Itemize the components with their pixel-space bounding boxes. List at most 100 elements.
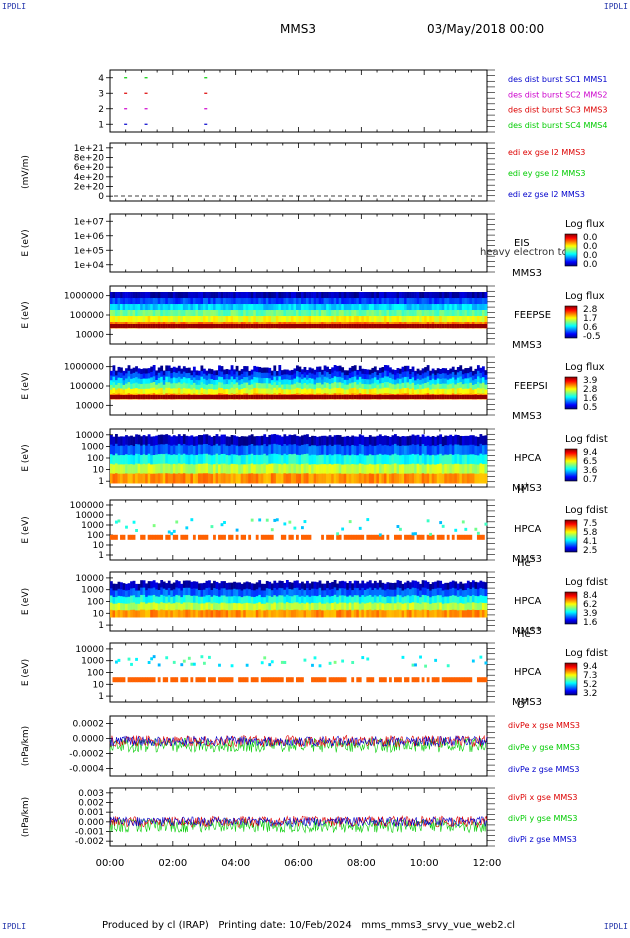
spectrogram-cell xyxy=(120,455,123,465)
spectrogram-cell xyxy=(479,383,483,390)
spectrogram-cell xyxy=(255,473,259,484)
spectrogram-cell xyxy=(399,609,402,618)
spectrogram-cell xyxy=(115,389,118,395)
spectrogram-cell xyxy=(424,436,427,447)
spectrogram-cell xyxy=(481,445,485,456)
spectrogram-cell xyxy=(120,304,123,311)
spectrogram-cell xyxy=(484,661,488,665)
spectrogram-cell xyxy=(323,610,327,618)
spectrogram-cell xyxy=(278,595,282,603)
spectrogram-cell xyxy=(112,376,116,383)
spectrogram-cell xyxy=(147,368,151,374)
spectrogram-cell xyxy=(132,520,136,524)
spectrogram-cell xyxy=(235,528,239,532)
spectrogram-cell xyxy=(260,590,264,598)
spectrogram-cell xyxy=(336,304,340,311)
spectrogram-cell xyxy=(243,596,247,604)
spectrogram-cell xyxy=(336,534,340,540)
spectrogram-cell xyxy=(137,473,141,484)
spectrogram-cell xyxy=(225,464,229,475)
spectrogram-cell xyxy=(135,388,138,395)
spectrogram-cell xyxy=(469,610,473,618)
spectrogram-cell xyxy=(213,316,216,323)
spectrogram-cell xyxy=(175,464,179,475)
spectrogram-cell xyxy=(383,292,387,299)
spectrogram-cell xyxy=(441,534,445,540)
spectrogram-cell xyxy=(388,473,392,484)
spectrogram-cell xyxy=(414,298,417,305)
y-axis-label: E (eV) xyxy=(21,516,31,543)
spectrogram-cell xyxy=(268,316,272,323)
spectrogram-cell xyxy=(348,298,352,305)
spectrogram-cell xyxy=(311,595,314,604)
spectrogram-cell xyxy=(484,384,488,390)
spectrogram-cell xyxy=(285,395,289,399)
spectrogram-cell xyxy=(283,660,287,664)
spectrogram-cell xyxy=(132,580,136,589)
spectrogram-cell xyxy=(192,316,196,323)
spectrogram-cell xyxy=(145,378,148,385)
spectrogram-cell xyxy=(270,375,274,381)
spectrogram-cell xyxy=(303,444,307,455)
spectrogram-cell xyxy=(142,602,146,611)
spectrogram-cell xyxy=(205,370,209,376)
spectrogram-cell xyxy=(248,298,252,305)
y-tick-label: 0.0000 xyxy=(73,735,105,745)
spectrogram-cell xyxy=(160,453,164,465)
spectrogram-cell xyxy=(391,298,395,305)
spectrogram-cell xyxy=(215,389,219,395)
spectrogram-cell xyxy=(197,603,201,611)
spectrogram-cell xyxy=(172,454,176,465)
spectrogram-cell xyxy=(115,660,118,664)
spectrogram-cell xyxy=(416,609,420,618)
spectrogram-cell xyxy=(170,298,174,305)
spectrogram-cell xyxy=(446,464,450,475)
spectrogram-cell xyxy=(388,436,392,447)
spectrogram-cell xyxy=(444,324,448,328)
spectrogram-cell xyxy=(157,310,161,317)
spectrogram-cell xyxy=(200,473,204,484)
spectrogram-cell xyxy=(152,316,156,323)
spectrogram-cell xyxy=(147,373,151,379)
spectrogram-cell xyxy=(230,365,234,372)
spectrogram-cell xyxy=(394,603,397,611)
spectrogram-cell xyxy=(140,316,143,323)
spectrogram-cell xyxy=(172,395,176,399)
spectrogram-cell xyxy=(280,609,284,618)
spectrogram-cell xyxy=(306,473,309,484)
spectrogram-cell xyxy=(341,372,345,379)
legend-entry: edi ez gse l2 MMS3 xyxy=(508,190,585,199)
spectrogram-cell xyxy=(471,384,475,391)
spectrogram-cell xyxy=(265,580,269,589)
spectrogram-cell xyxy=(268,609,272,618)
spectrogram-cell xyxy=(308,388,312,395)
spectrogram-cell xyxy=(381,603,385,611)
spectrogram-cell xyxy=(476,455,480,466)
colorbar-tick: 0.0 xyxy=(583,233,598,243)
spectrogram-cell xyxy=(295,609,299,618)
spectrogram-cell xyxy=(401,464,405,475)
spectrogram-cell xyxy=(165,371,169,378)
spectrogram-cell xyxy=(155,324,159,328)
spectrogram-cell xyxy=(406,677,410,683)
spectrogram-cell xyxy=(180,435,184,446)
spectrogram-cell xyxy=(238,310,241,317)
spectrogram-cell xyxy=(358,453,362,465)
spectrogram-cell xyxy=(248,389,252,395)
spectrogram-cell xyxy=(255,582,259,590)
spectrogram-cell xyxy=(404,376,407,383)
spectrogram-cell xyxy=(434,677,438,683)
spectrogram-cell xyxy=(331,292,334,299)
spectrogram-cell xyxy=(303,292,307,299)
spectrogram-cell xyxy=(308,436,312,447)
spectrogram-cell xyxy=(464,368,468,374)
spectrogram-cell xyxy=(298,445,302,456)
spectrogram-cell xyxy=(293,292,297,299)
spectrogram-cell xyxy=(258,324,262,328)
spectrogram-cell xyxy=(125,368,128,374)
spectrogram-cell xyxy=(197,454,201,465)
spectrogram-cell xyxy=(290,304,294,311)
spectrogram-cell xyxy=(431,395,435,399)
spectrogram-cell xyxy=(386,473,390,484)
spectrogram-cell xyxy=(479,395,483,399)
